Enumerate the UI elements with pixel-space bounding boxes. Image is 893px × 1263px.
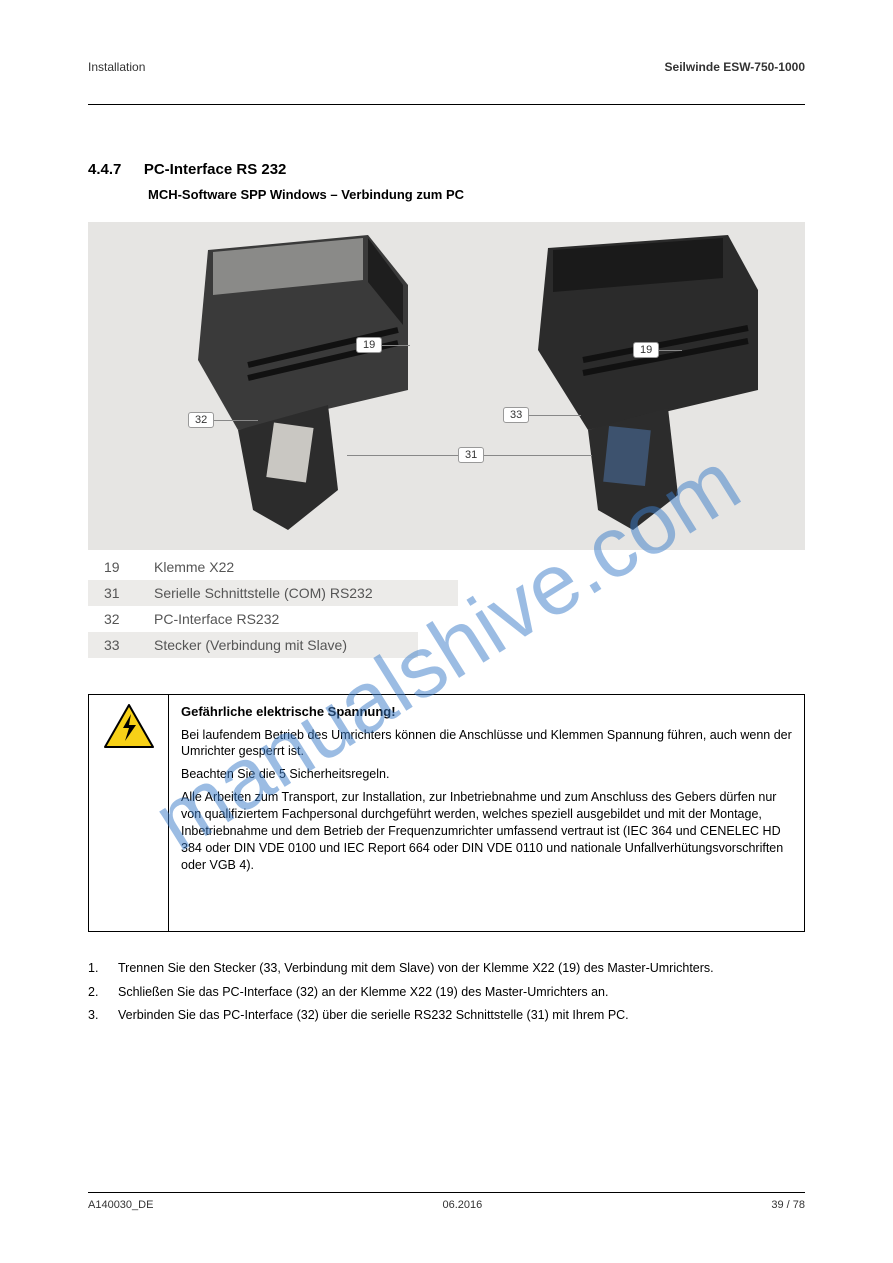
figure-legend: 19 Klemme X22 31 Serielle Schnittstelle …	[88, 554, 805, 658]
footer-right: 39 / 78	[771, 1199, 805, 1211]
instruction-number: 3.	[88, 1007, 118, 1025]
warning-content: Gefährliche elektrische Spannung! Bei la…	[169, 695, 804, 931]
header-left-text: Installation	[88, 60, 145, 74]
legend-row: 33 Stecker (Verbindung mit Slave)	[88, 632, 418, 658]
footer-rule	[88, 1192, 805, 1193]
legend-row: 19 Klemme X22	[88, 554, 805, 580]
callout-line	[214, 420, 258, 421]
page-footer: A140030_DE 06.2016 39 / 78	[88, 1192, 805, 1211]
instruction-text: Trennen Sie den Stecker (33, Verbindung …	[118, 960, 714, 978]
callout-line	[484, 455, 592, 456]
warning-heading: Gefährliche elektrische Spannung!	[181, 703, 792, 721]
footer-row: A140030_DE 06.2016 39 / 78	[88, 1199, 805, 1211]
warning-line: Beachten Sie die 5 Sicherheitsregeln.	[181, 766, 792, 783]
device-left-illustration	[178, 230, 438, 530]
warning-line: Alle Arbeiten zum Transport, zur Install…	[181, 789, 792, 873]
legend-row: 31 Serielle Schnittstelle (COM) RS232	[88, 580, 458, 606]
figure-photo: 19 32 31 33 19	[88, 222, 805, 550]
header-rule	[88, 104, 805, 105]
legend-row: 32 PC-Interface RS232	[88, 606, 805, 632]
section-subtitle: MCH-Software SPP Windows – Verbindung zu…	[148, 187, 805, 202]
instruction-item: 2. Schließen Sie das PC-Interface (32) a…	[88, 984, 805, 1002]
header-right-text: Seilwinde ESW-750-1000	[665, 60, 805, 74]
legend-num: 31	[104, 585, 154, 601]
instruction-text: Verbinden Sie das PC-Interface (32) über…	[118, 1007, 629, 1025]
callout-line	[347, 455, 459, 456]
callout-line	[656, 350, 682, 351]
instructions-list: 1. Trennen Sie den Stecker (33, Verbindu…	[88, 960, 805, 1025]
footer-center: 06.2016	[443, 1199, 483, 1211]
page-header: Installation Seilwinde ESW-750-1000	[88, 60, 805, 90]
warning-line: Bei laufendem Betrieb des Umrichters kön…	[181, 727, 792, 761]
device-right-illustration	[508, 230, 768, 530]
callout-31: 31	[458, 447, 484, 463]
section-number: 4.4.7	[88, 161, 121, 178]
instruction-number: 1.	[88, 960, 118, 978]
legend-text: Stecker (Verbindung mit Slave)	[154, 637, 418, 653]
legend-num: 32	[104, 611, 154, 627]
instruction-text: Schließen Sie das PC-Interface (32) an d…	[118, 984, 608, 1002]
callout-19-right: 19	[633, 342, 659, 358]
section-title: PC-Interface RS 232	[144, 161, 287, 178]
warning-box: Gefährliche elektrische Spannung! Bei la…	[88, 694, 805, 932]
warning-icon-cell	[89, 695, 169, 931]
callout-line	[529, 415, 581, 416]
instruction-item: 1. Trennen Sie den Stecker (33, Verbindu…	[88, 960, 805, 978]
instruction-number: 2.	[88, 984, 118, 1002]
callout-19: 19	[356, 337, 382, 353]
electrical-hazard-icon	[103, 703, 155, 749]
callout-32: 32	[188, 412, 214, 428]
legend-num: 19	[104, 559, 154, 575]
legend-text: Serielle Schnittstelle (COM) RS232	[154, 585, 458, 601]
section-heading: 4.4.7 PC-Interface RS 232	[88, 161, 805, 179]
instruction-item: 3. Verbinden Sie das PC-Interface (32) ü…	[88, 1007, 805, 1025]
callout-line	[382, 345, 410, 346]
legend-text: PC-Interface RS232	[154, 611, 805, 627]
legend-num: 33	[104, 637, 154, 653]
document-page: Installation Seilwinde ESW-750-1000 4.4.…	[0, 0, 893, 1263]
callout-33: 33	[503, 407, 529, 423]
legend-text: Klemme X22	[154, 559, 805, 575]
footer-left: A140030_DE	[88, 1199, 153, 1211]
